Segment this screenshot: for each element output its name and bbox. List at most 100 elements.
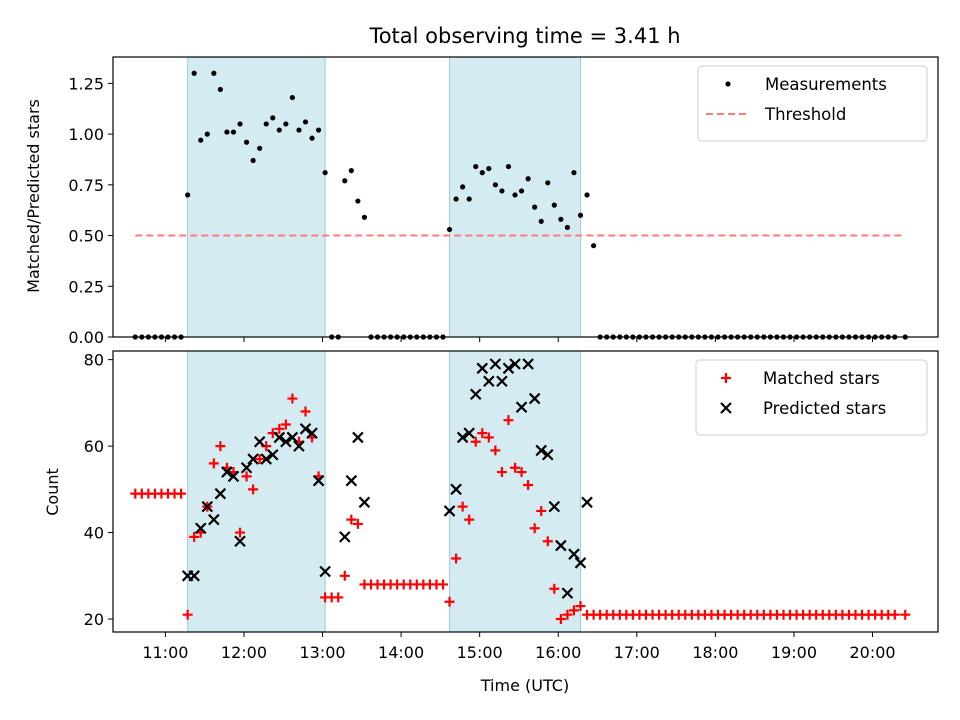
measurement-point: [564, 224, 571, 231]
matched-star-point: [235, 527, 246, 538]
top-y-tick-label: 1.00: [68, 125, 104, 144]
predicted-star-point: [561, 587, 574, 599]
predicted-star-point: [463, 427, 475, 439]
predicted-star-point: [312, 474, 325, 487]
top-y-tick-label: 0.50: [68, 227, 104, 246]
predicted-star-point: [221, 466, 233, 478]
measurement-point: [309, 135, 315, 141]
measurement-point: [276, 127, 282, 133]
matched-star-point: [300, 406, 311, 417]
measurement-point: [348, 168, 354, 174]
predicted-star-point: [266, 448, 279, 461]
measurement-point: [453, 196, 459, 202]
predicted-star-point: [574, 557, 587, 569]
matched-star-point: [483, 432, 494, 443]
predicted-star-point: [541, 448, 554, 461]
bottom-series-matched-stars: [130, 393, 911, 625]
matched-star-point: [889, 609, 900, 620]
matched-star-point: [549, 583, 560, 594]
measurement-point: [479, 170, 485, 176]
measurement-point: [460, 184, 466, 190]
top-shaded-interval: [187, 56, 326, 338]
predicted-star-point: [306, 427, 318, 439]
top-y-tick-label: 1.25: [68, 74, 104, 93]
measurement-point: [296, 127, 302, 133]
top-panel: 0.00 0.25 0.50 0.75 1.00 1.25 Measurements Thre…: [68, 56, 939, 347]
x-tick-label: 14:00: [378, 643, 424, 662]
matched-star-point: [444, 596, 455, 607]
measurement-point: [492, 182, 498, 188]
measurement-point: [473, 163, 479, 170]
legend-box: [695, 359, 928, 436]
legend-label: Measurements: [765, 75, 887, 94]
measurement-point: [446, 226, 453, 233]
measurement-point: [263, 121, 269, 127]
measurement-point: [355, 198, 361, 204]
predicted-star-point: [515, 401, 528, 413]
matched-star-point: [490, 445, 501, 456]
bottom-shaded-interval: [449, 350, 581, 633]
predicted-star-point: [299, 423, 312, 435]
matched-star-point: [562, 609, 573, 620]
matched-star-point: [510, 462, 521, 473]
matched-star-point: [568, 605, 579, 616]
chart-title: Total observing time = 3.41 h: [368, 24, 680, 48]
x-tick-label: 19:00: [771, 643, 817, 662]
legend-label: Threshold: [764, 105, 846, 124]
predicted-star-point: [548, 500, 561, 513]
matched-star-point: [346, 514, 357, 525]
predicted-star-point: [286, 431, 299, 444]
bottom-axes-frame: [112, 350, 939, 633]
measurement-point: [237, 121, 243, 127]
predicted-star-point: [522, 358, 534, 370]
predicted-star-point: [214, 487, 227, 500]
predicted-star-point: [188, 570, 200, 582]
predicted-star-point: [476, 362, 489, 375]
measurement-point: [191, 70, 197, 76]
matched-star-point: [287, 393, 298, 404]
measurement-point: [250, 157, 256, 164]
x-axis-label: Time (UTC): [480, 676, 569, 695]
measurement-point: [302, 119, 309, 125]
matched-star-point: [536, 505, 547, 516]
matched-star-point: [516, 467, 527, 478]
measurement-point: [590, 243, 597, 249]
measurement-point: [525, 176, 531, 182]
measurement-point: [505, 163, 512, 170]
measurement-point: [257, 145, 263, 151]
legend-box: [697, 65, 928, 142]
predicted-star-point: [450, 483, 462, 496]
predicted-star-point: [528, 392, 541, 405]
x-tick-label: 16:00: [535, 643, 581, 662]
bottom-y-tick-label: 80: [84, 351, 104, 370]
measurement-point: [243, 139, 250, 145]
matched-star-point: [523, 480, 534, 491]
predicted-star-point: [469, 388, 482, 401]
matched-star-point: [575, 601, 586, 612]
predicted-star-point: [358, 496, 371, 509]
x-tick-label: 18:00: [692, 643, 738, 662]
predicted-star-point: [581, 496, 593, 509]
predicted-star-point: [456, 431, 469, 444]
matched-star-point: [215, 441, 226, 452]
top-y-tick-label: 0.00: [68, 328, 104, 347]
predicted-star-point: [240, 461, 253, 474]
predicted-star-point: [293, 440, 305, 452]
predicted-star-point: [253, 436, 266, 448]
predicted-star-point: [273, 431, 286, 444]
top-legend: Measurements Threshold: [697, 65, 928, 142]
measurement-point: [224, 129, 230, 135]
measurement-point: [538, 218, 544, 224]
bottom-shaded-interval: [187, 350, 326, 633]
x-tick-label: 15:00: [457, 643, 503, 662]
measurement-point: [518, 188, 525, 194]
matched-star-point: [333, 592, 344, 603]
measurement-point: [289, 94, 296, 101]
measurement-point: [198, 137, 204, 143]
measurement-point: [466, 196, 472, 202]
predicted-star-point: [496, 375, 508, 388]
matched-star-point: [176, 488, 187, 499]
measurement-point: [204, 131, 210, 137]
matched-star-point: [274, 423, 285, 434]
predicted-star-point: [208, 513, 220, 526]
